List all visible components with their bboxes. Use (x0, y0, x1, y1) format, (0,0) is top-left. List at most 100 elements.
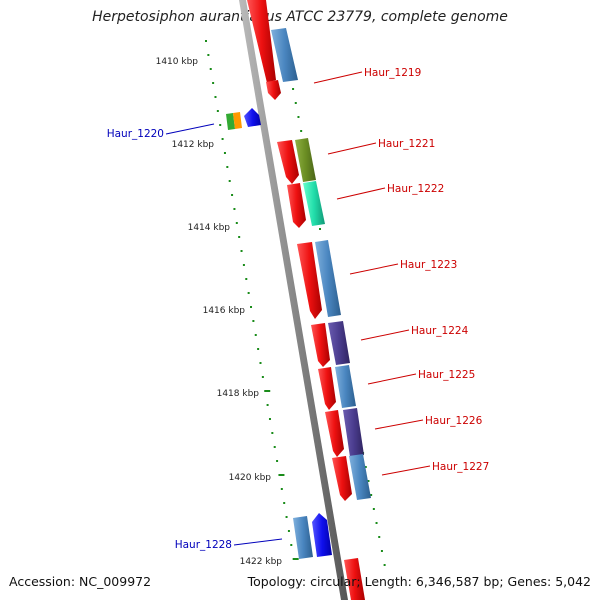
scale-tick (276, 460, 279, 462)
gene-blue-1228[interactable] (312, 513, 332, 557)
leader-lines (165, 71, 431, 546)
scale-labels: 1410 kbp 1412 kbp 1414 kbp 1416 kbp 1418… (156, 57, 283, 567)
gene-red-top[interactable] (247, 0, 276, 83)
scale-tick (367, 480, 370, 482)
gene-red-1227[interactable] (332, 456, 352, 501)
leader-1224 (360, 329, 410, 341)
scale-tick (271, 432, 274, 434)
forward-genes (247, 0, 365, 600)
scale-tick (364, 466, 367, 468)
gene-blue-1220[interactable] (244, 108, 261, 127)
gene-red-bottom[interactable] (344, 558, 365, 600)
leader-1228 (233, 538, 283, 546)
genome-summary-text: Topology: circular; Length: 6,346,587 bp… (247, 574, 591, 589)
scale-tick (290, 544, 293, 546)
scale-tick (266, 404, 269, 406)
scale-tick (252, 320, 255, 322)
leader-1220 (165, 123, 215, 135)
cog-bars (271, 28, 371, 500)
cog-bar-1223[interactable] (315, 240, 341, 317)
scale-tick (238, 236, 241, 238)
scale-tick (285, 516, 288, 518)
gene-label-1228[interactable]: Haur_1228 (175, 539, 232, 551)
scale-tick (280, 488, 283, 490)
scale-tick (205, 40, 207, 42)
scale-tick (223, 152, 226, 154)
scale-tick (221, 138, 224, 140)
cog-bar-1219[interactable] (271, 28, 298, 82)
cog-bar-1228[interactable] (293, 516, 313, 559)
gene-red-1225[interactable] (318, 367, 336, 410)
gene-red-1224[interactable] (311, 323, 330, 367)
gene-label-1223[interactable]: Haur_1223 (400, 259, 457, 271)
gene-red-1222[interactable] (287, 183, 306, 228)
scale-tick (250, 306, 253, 308)
gene-red-1221[interactable] (277, 140, 299, 184)
scale-tick (292, 88, 295, 90)
scale-tick (209, 68, 212, 70)
scale-tick (212, 82, 215, 84)
gene-label-1220[interactable]: Haur_1220 (107, 128, 164, 140)
scale-tick (372, 508, 375, 510)
scale-tick (370, 494, 373, 496)
scale-tick (287, 530, 290, 532)
cog-bar-1226[interactable] (343, 408, 364, 457)
leader-1221 (327, 142, 377, 155)
scale-tick (240, 250, 243, 252)
leader-1227 (381, 465, 431, 476)
gene-label-1219[interactable]: Haur_1219 (364, 67, 421, 79)
scale-tick (257, 348, 260, 350)
scale-tick (235, 222, 238, 224)
gene-label-1221[interactable]: Haur_1221 (378, 138, 435, 150)
scale-tick (292, 558, 299, 560)
leader-1225 (367, 373, 417, 385)
gene-label-1226[interactable]: Haur_1226 (425, 415, 483, 427)
cog-bar-1224[interactable] (328, 321, 350, 365)
cog-bar-1221[interactable] (295, 138, 316, 182)
cog-bar-1222[interactable] (303, 181, 325, 226)
cog-bar-1225[interactable] (335, 365, 356, 408)
scale-tick (297, 116, 300, 118)
scale-tick (383, 564, 386, 566)
gene-red-1219[interactable] (266, 80, 281, 100)
leader-1222 (336, 187, 386, 200)
scale-tick (375, 522, 378, 524)
scale-label-1418: 1418 kbp (217, 389, 260, 399)
scale-tick (264, 390, 271, 392)
scale-tick (319, 228, 321, 230)
scale-tick (247, 292, 250, 294)
scale-tick (259, 362, 262, 364)
scale-label-1412: 1412 kbp (172, 140, 215, 150)
gene-label-1225[interactable]: Haur_1225 (418, 369, 475, 381)
scale-tick (268, 418, 271, 420)
leader-1219 (313, 71, 363, 84)
gene-label-1224[interactable]: Haur_1224 (411, 325, 469, 337)
map-title: Herpetosiphon aurantiacus ATCC 23779, co… (92, 9, 508, 25)
reverse-genes (226, 108, 332, 559)
scale-label-1410: 1410 kbp (156, 57, 199, 67)
scale-tick (216, 110, 219, 112)
scale-tick (378, 536, 381, 538)
gene-label-1227[interactable]: Haur_1227 (432, 461, 489, 473)
scale-tick (283, 502, 286, 504)
gene-red-1223[interactable] (297, 242, 322, 319)
scale-tick (254, 334, 257, 336)
scale-tick (294, 102, 297, 104)
scale-tick (231, 194, 234, 196)
gene-orange-1220[interactable] (233, 112, 242, 129)
gene-red-1226[interactable] (325, 410, 344, 457)
scale-tick (278, 474, 285, 476)
gene-labels: Haur_1219 Haur_1220 Haur_1221 Haur_1222 … (107, 67, 490, 551)
scale-tick (261, 376, 264, 378)
gene-label-1222[interactable]: Haur_1222 (387, 183, 444, 195)
leader-1223 (349, 263, 399, 275)
scale-tick (273, 446, 276, 448)
accession-text: Accession: NC_009972 (9, 574, 152, 589)
cog-bar-1227[interactable] (349, 454, 371, 500)
scale-tick (233, 208, 236, 210)
gene-green-1220[interactable] (226, 113, 235, 130)
scale-tick (228, 180, 231, 182)
genome-backbone (239, 0, 348, 600)
